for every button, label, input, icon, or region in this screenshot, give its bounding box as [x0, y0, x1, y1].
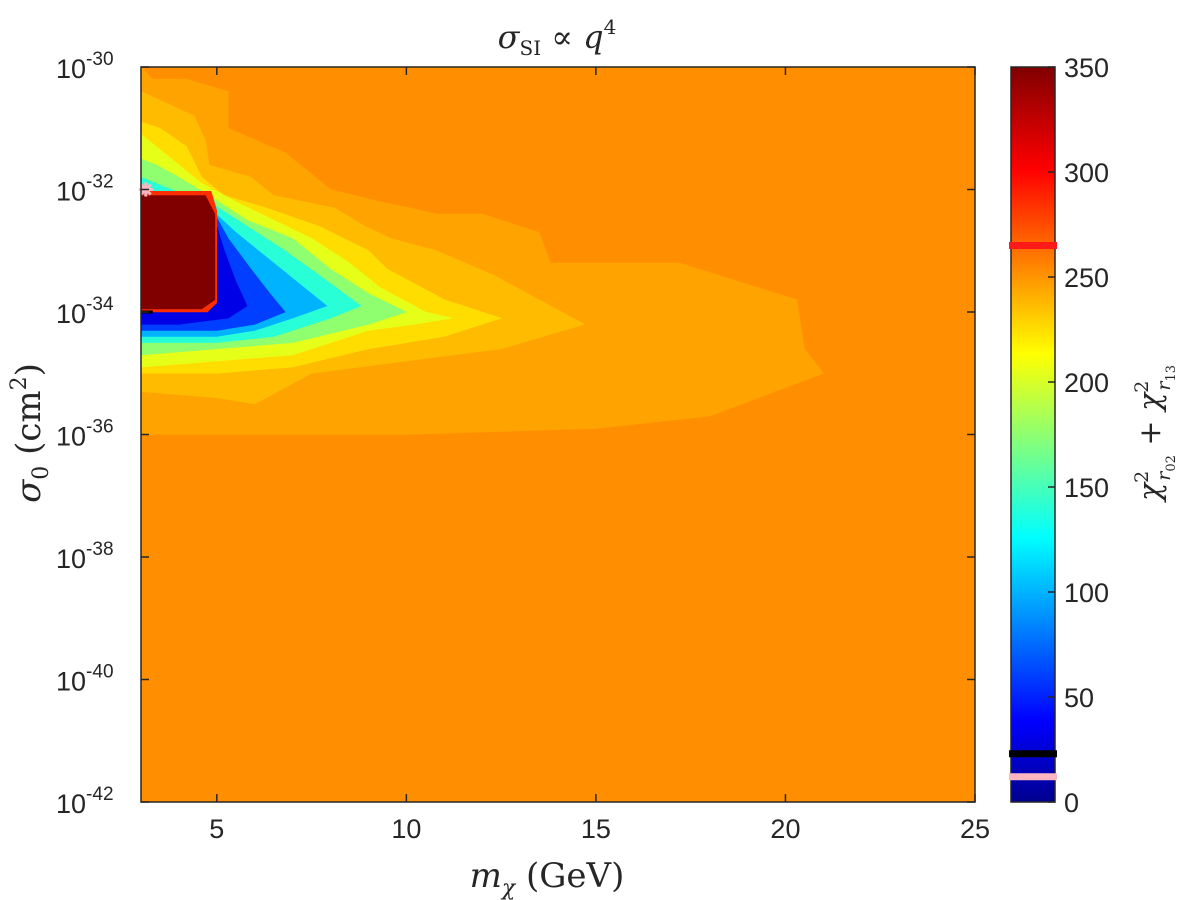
colorbar-tick-label: 50 — [1064, 683, 1094, 713]
colorbar-label: χ2r02 + χ2r13 — [1131, 365, 1179, 503]
colorbar-tick-label: 300 — [1064, 158, 1109, 188]
y-axis-ticks: 10-30 10-32 10-34 10-36 10-38 10-40 10-42 — [56, 49, 975, 819]
chart-title: σSI ∝ q4 — [498, 15, 617, 60]
x-tick-label: 10 — [391, 814, 421, 844]
y-tick-label: 10-34 — [56, 294, 114, 329]
x-axis-ticks: 5 10 15 20 25 — [209, 67, 990, 844]
colorbar-tick-label: 250 — [1064, 263, 1109, 293]
x-tick-label: 20 — [770, 814, 800, 844]
colorbar-tick-label: 200 — [1064, 368, 1109, 398]
contour-level — [140, 195, 216, 310]
y-tick-label: 10-38 — [56, 539, 114, 574]
x-tick-label: 5 — [209, 814, 224, 844]
y-tick-label: 10-36 — [56, 417, 114, 452]
x-tick-label: 25 — [960, 814, 990, 844]
colorbar-tick-label: 100 — [1064, 578, 1109, 608]
colorbar — [1010, 66, 1056, 803]
y-axis-label: σ0 (cm2) — [7, 363, 54, 503]
y-tick-label: 10-42 — [56, 784, 114, 819]
colorbar-markers — [1009, 242, 1057, 781]
colorbar-tick-label: 150 — [1064, 473, 1109, 503]
x-tick-label: 15 — [581, 814, 611, 844]
y-tick-label: 10-32 — [56, 172, 114, 207]
colorbar-ticks: 0 50 100 150 200 250 300 350 — [1048, 53, 1109, 818]
colorbar-tick-label: 350 — [1064, 53, 1109, 83]
x-axis-label: mχ (GeV) — [470, 856, 625, 900]
colorbar-tick-label: 0 — [1064, 788, 1079, 818]
y-tick-label: 10-40 — [56, 662, 114, 697]
y-tick-label: 10-30 — [56, 49, 114, 84]
contour-fill — [140, 66, 975, 802]
